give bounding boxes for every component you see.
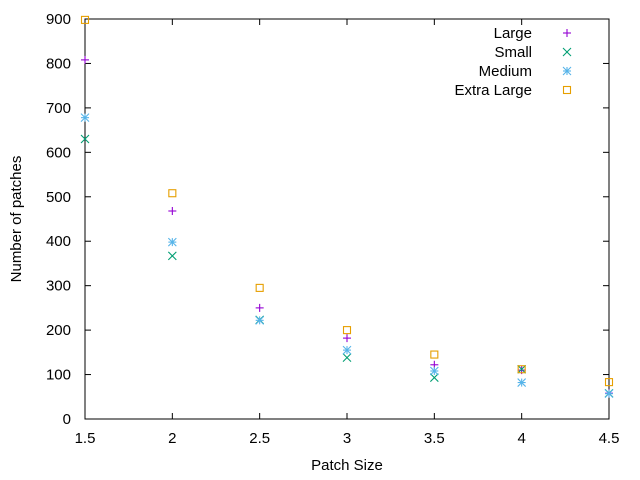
x-tick-label: 3 — [343, 430, 351, 447]
y-tick-label: 700 — [46, 100, 71, 117]
point-medium — [517, 378, 527, 387]
y-tick-label: 600 — [46, 144, 71, 161]
x-axis-title: Patch Size — [311, 457, 383, 474]
legend-label-small: Small — [494, 44, 532, 61]
y-tick-label: 0 — [63, 411, 71, 428]
point-small — [80, 134, 90, 144]
point-small — [429, 373, 439, 383]
y-tick-label: 300 — [46, 278, 71, 295]
legend-marker-extra-large — [562, 85, 572, 95]
y-tick-label: 400 — [46, 233, 71, 250]
point-large — [343, 334, 351, 343]
point-small — [342, 353, 352, 363]
point-medium — [429, 366, 439, 376]
y-tick-label: 500 — [46, 189, 71, 206]
point-large — [81, 55, 89, 64]
legend-marker-large — [563, 29, 571, 37]
point-medium — [167, 237, 177, 247]
legend: Large Small Medium Extra Large — [454, 25, 572, 99]
legend-marker-small — [562, 47, 572, 57]
y-axis-title: Number of patches — [8, 156, 25, 283]
x-tick-label: 1.5 — [75, 430, 96, 447]
point-extra-large — [517, 365, 526, 374]
point-medium — [342, 345, 352, 355]
point-extra-large — [430, 350, 439, 359]
legend-label-extra-large: Extra Large — [454, 82, 532, 99]
point-medium — [255, 315, 265, 325]
point-small — [167, 251, 177, 261]
point-medium — [604, 389, 614, 399]
point-small — [517, 364, 527, 374]
legend-marker-medium — [562, 66, 572, 76]
data-marks — [80, 15, 614, 399]
point-extra-large — [255, 283, 264, 292]
x-tick-label: 2 — [168, 430, 176, 447]
y-tick-label: 200 — [46, 322, 71, 339]
point-large — [168, 207, 177, 215]
x-tick-label: 2.5 — [249, 430, 270, 447]
point-medium — [80, 113, 90, 123]
point-extra-large — [168, 189, 177, 198]
x-tick-label: 4.5 — [599, 430, 620, 447]
x-tick-label: 4 — [517, 430, 525, 447]
point-extra-large — [604, 378, 614, 387]
point-large — [255, 303, 264, 312]
point-extra-large — [80, 15, 90, 24]
y-tick-label: 100 — [46, 367, 71, 384]
y-tick-label: 800 — [46, 55, 71, 72]
point-extra-large — [342, 326, 352, 335]
legend-label-large: Large — [494, 25, 532, 42]
axis-ticks: 1.5 2 2.5 3 3.5 4 4.5 0 100 200 300 400 500 600 700 800… — [46, 11, 619, 447]
x-tick-label: 3.5 — [424, 430, 445, 447]
y-tick-label: 900 — [46, 11, 71, 28]
legend-label-medium: Medium — [479, 63, 532, 80]
